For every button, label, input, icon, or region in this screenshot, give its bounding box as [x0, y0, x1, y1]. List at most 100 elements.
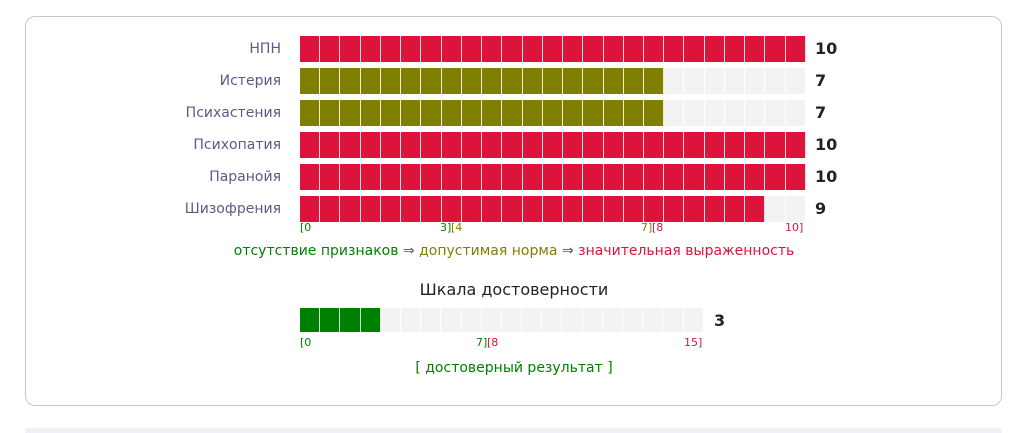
scale-row-label: Паранойя [209, 169, 281, 185]
bar-segment [603, 100, 624, 126]
bar-segment [482, 196, 503, 222]
bar-segment [684, 196, 705, 222]
bar-segment [724, 36, 746, 62]
bar-segment [400, 308, 422, 332]
reliability-title: Шкала достоверности [419, 280, 609, 299]
bar-segment [502, 164, 523, 190]
bar-segment [421, 132, 442, 158]
bar-segment [603, 36, 624, 62]
bar-segment [320, 100, 341, 126]
bar-segment [684, 36, 705, 62]
scale-row-value: 9 [815, 199, 827, 218]
bar-segment [320, 68, 341, 94]
bar-segment [724, 100, 746, 126]
bar-segment [300, 36, 321, 62]
bar-segment [603, 132, 624, 158]
bar-segment [441, 132, 462, 158]
bar-segment [765, 196, 786, 222]
scale-row-bar [300, 164, 806, 190]
bar-segment [380, 68, 402, 94]
bar-segment [643, 308, 664, 332]
bar-segment [623, 36, 644, 62]
rel-tick-8: [8 [487, 336, 499, 349]
bar-segment [340, 100, 361, 126]
bar-segment [724, 196, 746, 222]
bar-segment [522, 164, 543, 190]
bar-segment [643, 68, 665, 94]
bar-segment [562, 308, 583, 332]
bar-segment [401, 164, 422, 190]
bar-segment [765, 164, 786, 190]
bar-segment [482, 68, 503, 94]
scale-row: Психопатия 10 [0, 132, 1028, 158]
bar-segment [563, 132, 584, 158]
bar-segment [300, 100, 321, 126]
bar-segment [602, 308, 623, 332]
scale-row-value: 10 [815, 135, 838, 154]
bar-segment [421, 308, 442, 332]
scale-row-value: 7 [815, 71, 827, 90]
bar-segment [664, 196, 685, 222]
bar-segment [421, 68, 442, 94]
bar-segment [785, 164, 806, 190]
bar-segment [482, 132, 503, 158]
legend-significant: значительная выраженность [578, 243, 795, 259]
bar-segment [542, 100, 564, 126]
bar-segment [765, 36, 786, 62]
legend-normal: допустимая норма [419, 243, 558, 259]
bar-segment [380, 36, 402, 62]
bar-segment [461, 164, 483, 190]
bar-segment [563, 68, 584, 94]
bar-segment [745, 196, 766, 222]
bar-segment [340, 68, 361, 94]
rel-tick-15: 15] [684, 336, 703, 349]
bar-segment [340, 36, 361, 62]
bar-segment [320, 308, 341, 332]
bar-segment [441, 100, 462, 126]
bar-segment [704, 196, 725, 222]
bar-segment [401, 100, 422, 126]
bar-segment [643, 196, 665, 222]
bar-segment [542, 68, 564, 94]
bar-segment [664, 164, 685, 190]
scale-row: Паранойя 10 [0, 164, 1028, 190]
bar-segment [623, 164, 644, 190]
bar-segment [482, 36, 503, 62]
bar-segment [583, 68, 604, 94]
bar-segment [663, 308, 684, 332]
bar-segment [441, 36, 462, 62]
bar-segment [745, 36, 766, 62]
scale-row-label: Психопатия [193, 137, 281, 153]
bar-segment [765, 100, 786, 126]
bar-segment [461, 196, 483, 222]
bar-segment [360, 36, 381, 62]
bar-segment [785, 196, 806, 222]
bar-segment [522, 132, 543, 158]
bar-segment [482, 100, 503, 126]
tick-7: 7] [641, 221, 653, 234]
bar-segment [745, 132, 766, 158]
bar-segment [522, 308, 543, 332]
bar-segment [421, 100, 442, 126]
bar-segment [603, 68, 624, 94]
bar-segment [380, 308, 401, 332]
bar-segment [623, 132, 644, 158]
bar-segment [421, 196, 442, 222]
bar-segment [522, 196, 543, 222]
bar-segment [785, 100, 806, 126]
bar-segment [704, 36, 725, 62]
bar-segment [401, 132, 422, 158]
bar-segment [724, 132, 746, 158]
bar-segment [300, 132, 321, 158]
bar-segment [481, 308, 502, 332]
rel-tick-7: 7] [476, 336, 488, 349]
bar-segment [664, 132, 685, 158]
bar-segment [461, 68, 483, 94]
rel-tick-0: [0 [300, 336, 312, 349]
bar-segment [583, 196, 604, 222]
bar-segment [683, 308, 704, 332]
bar-segment [563, 100, 584, 126]
bar-segment [421, 36, 442, 62]
bar-segment [401, 36, 422, 62]
bar-segment [785, 36, 806, 62]
